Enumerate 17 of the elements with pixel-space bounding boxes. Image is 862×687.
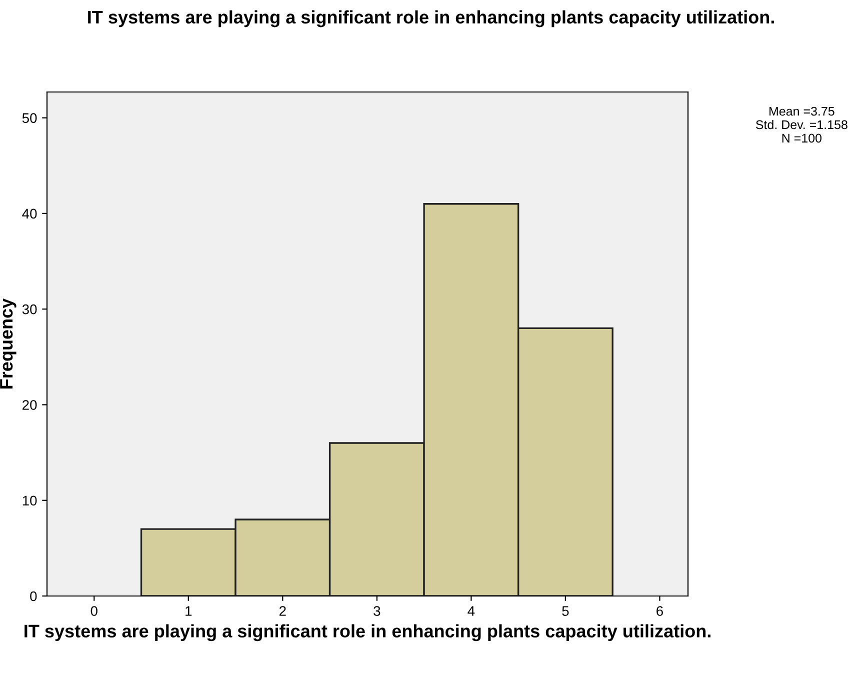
x-axis-title: IT systems are playing a significant role in enhancing plants capacity utilization. (24, 624, 710, 642)
x-tick-label: 4 (468, 606, 475, 616)
text: Mean =3.75 Std. Dev. =1.158 N =100 (756, 106, 848, 143)
x-tick-label: 2 (280, 606, 286, 616)
x-tick-label: 0 (90, 606, 98, 616)
y-tick-label: 40 (22, 208, 37, 219)
y-tick-label: 0 (30, 591, 37, 602)
x-tick-label: 5 (562, 606, 569, 616)
y-tick-label: 20 (22, 400, 37, 410)
x-tick-label: 6 (656, 606, 663, 616)
x-tick-label: 3 (374, 606, 380, 616)
chart-title: IT systems are playing a significant role in enhancing plants capacity utilization. (88, 10, 774, 28)
x-tick-label: 1 (186, 606, 192, 616)
y-tick-label: 30 (22, 304, 37, 314)
y-axis-title: Frequency (0, 298, 16, 388)
y-tick-label: 10 (22, 496, 37, 506)
y-tick-label: 50 (22, 113, 37, 123)
